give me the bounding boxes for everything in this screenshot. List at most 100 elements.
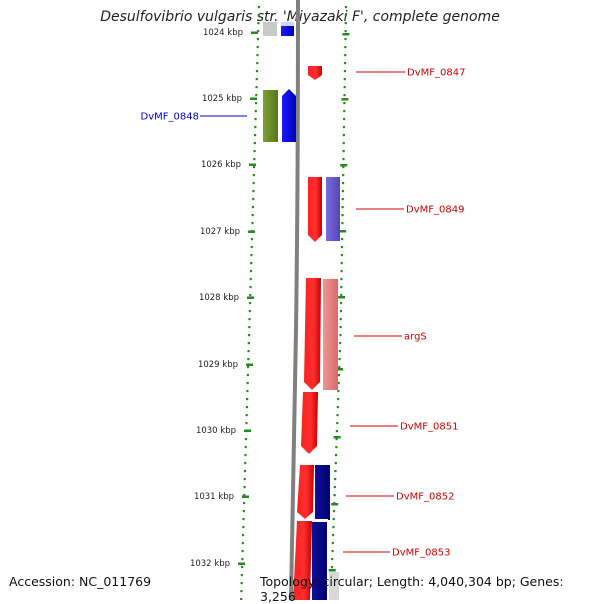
- tick-dot: [334, 454, 338, 457]
- gene-dvmf-0848-rna: [263, 90, 278, 142]
- tick-dot: [255, 86, 258, 89]
- tick-dot: [255, 94, 258, 97]
- gene-label: DvMF_0851: [400, 422, 458, 433]
- tick-dot: [332, 534, 335, 537]
- gene-label: DvMF_0852: [396, 492, 454, 503]
- tick-dot: [257, 30, 260, 33]
- tick-dot: [246, 382, 249, 385]
- tick-dot: [241, 542, 244, 545]
- gene-labels: DvMF_0847 DvMF_0848 DvMF_0849 argS DvMF_0851…: [141, 68, 466, 559]
- tick-dot: [340, 246, 344, 249]
- tick-dot: [257, 22, 260, 25]
- tick-dot: [244, 438, 248, 441]
- kbp-tick: [249, 163, 256, 166]
- tick-dot: [254, 126, 257, 129]
- tick-dot: [253, 166, 256, 169]
- kbp-tick: [247, 296, 254, 299]
- tick-dot: [253, 158, 256, 161]
- tick-dot: [340, 286, 343, 289]
- tick-dot: [343, 86, 346, 89]
- tick-dot: [340, 270, 343, 273]
- tick-dot: [246, 398, 249, 401]
- tick-dot: [249, 270, 253, 273]
- tick-dot: [247, 358, 250, 361]
- tick-dot: [344, 54, 347, 57]
- tick-dot: [342, 142, 345, 145]
- tick-dot: [344, 46, 347, 49]
- genome-backbone: [289, 0, 300, 600]
- tick-dot: [339, 334, 342, 337]
- tick-dot: [342, 150, 345, 153]
- tick-dot: [342, 126, 346, 129]
- map-title: Desulfovibrio vulgaris str. 'Miyazaki F'…: [100, 9, 500, 25]
- tick-dash: [328, 569, 336, 572]
- gene-dvmf-0853: [293, 521, 312, 600]
- tick-dot: [246, 374, 249, 377]
- tick-dot: [250, 262, 253, 265]
- gene-dvmf-0853-cog: [312, 522, 327, 600]
- tick-dot: [333, 494, 336, 497]
- tick-dot: [336, 406, 339, 409]
- gene-label: DvMF_0847: [407, 68, 465, 79]
- tick-dot: [246, 390, 249, 393]
- tick-dot: [250, 254, 253, 257]
- inner-tick-ring: [240, 6, 261, 600]
- tick-dot: [252, 182, 255, 185]
- tick-dot: [242, 526, 245, 529]
- tick-dot: [343, 102, 346, 105]
- gene-label: DvMF_0849: [406, 205, 464, 216]
- tick-dot: [337, 398, 340, 401]
- tick-dot: [254, 102, 258, 105]
- tick-dot: [343, 118, 346, 121]
- tick-dot: [249, 278, 252, 281]
- tick-dot: [343, 78, 346, 81]
- partial-feature-grey: [263, 22, 277, 36]
- tick-dot: [243, 470, 247, 473]
- partial-feature-grey-bottom: [329, 572, 339, 600]
- tick-dot: [251, 222, 254, 225]
- tick-dot: [244, 446, 247, 449]
- kbp-label: 1031 kbp: [194, 492, 234, 502]
- kbp-label: 1024 kbp: [203, 28, 243, 38]
- tick-dot: [240, 598, 243, 600]
- tick-dot: [243, 486, 246, 489]
- tick-dot: [256, 46, 259, 49]
- tick-dot: [344, 14, 347, 17]
- tick-dot: [241, 550, 244, 553]
- tick-dot: [257, 6, 261, 9]
- gene-args-cog: [323, 279, 338, 390]
- tick-dot: [337, 374, 341, 377]
- tick-dot: [339, 302, 343, 305]
- tick-dot: [334, 470, 337, 473]
- kbp-tick: [248, 230, 255, 233]
- tick-dot: [335, 446, 338, 449]
- tick-dot: [250, 246, 253, 249]
- kbp-label: 1028 kbp: [199, 293, 239, 303]
- gene-dvmf-0852: [297, 465, 314, 519]
- tick-dot: [341, 182, 345, 185]
- tick-dot: [336, 414, 339, 417]
- tick-dash: [333, 436, 341, 439]
- tick-dot: [256, 62, 259, 65]
- tick-dot: [336, 422, 339, 425]
- tick-dot: [342, 158, 345, 161]
- partial-feature-light: [281, 22, 294, 26]
- tick-dot: [241, 566, 244, 569]
- gene-dvmf-0848: [282, 89, 296, 142]
- tick-dot: [256, 38, 260, 41]
- tick-dot: [253, 142, 256, 145]
- gene-dvmf-0849-cog: [326, 177, 340, 241]
- tick-dot: [341, 190, 345, 193]
- tick-dot: [242, 502, 246, 505]
- tick-dot: [252, 198, 255, 201]
- tick-dot: [253, 150, 256, 153]
- tick-dot: [248, 302, 252, 305]
- kbp-ruler: 1024 kbp 1025 kbp 1026 kbp 1027 kbp 1028 kbp…: [190, 28, 258, 569]
- tick-dot: [339, 342, 342, 345]
- kbp-tick: [244, 429, 251, 432]
- tick-dot: [243, 494, 246, 497]
- tick-dot: [331, 550, 334, 553]
- kbp-tick: [238, 562, 245, 565]
- tick-dot: [331, 542, 334, 545]
